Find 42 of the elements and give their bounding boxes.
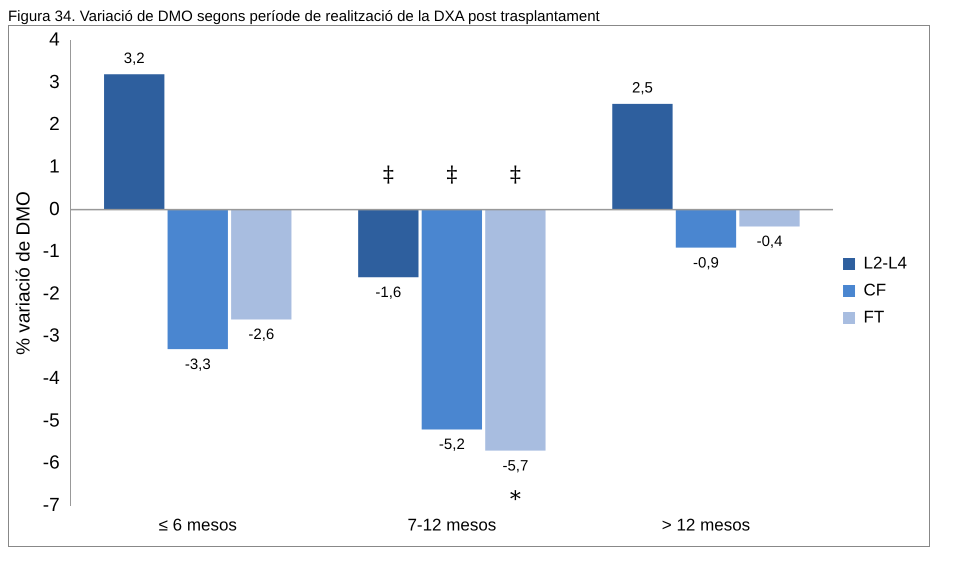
bar: [231, 210, 292, 320]
data-label: 3,2: [124, 50, 145, 67]
data-label: -2,6: [248, 326, 274, 344]
annotation: ‡: [446, 162, 458, 188]
data-label: -3,3: [184, 356, 211, 373]
bar: [422, 210, 482, 430]
y-tick-label: -5: [42, 410, 60, 432]
legend-label: FT: [864, 308, 884, 327]
bar: [104, 74, 164, 210]
bar: [612, 104, 673, 210]
data-label: -5,2: [438, 436, 465, 454]
y-tick-label: -2: [42, 283, 60, 304]
y-tick-label: 2: [49, 114, 60, 136]
y-tick-label: -1: [42, 241, 60, 262]
data-label: -0,9: [693, 254, 719, 272]
bar: [168, 210, 228, 350]
data-label: -1,6: [375, 284, 402, 301]
annotation: ‡: [510, 162, 521, 188]
bar: [485, 210, 546, 451]
y-tick-label: -4: [42, 368, 60, 389]
data-label: -5,7: [502, 457, 528, 474]
y-axis-title: % variació de DMO: [14, 191, 35, 355]
chart-title: Figura 34. Variació de DMO segons període de realització de la DXA post trasplantament: [8, 8, 601, 25]
data-label: 2,5: [632, 79, 653, 96]
x-tick-label: ≤ 6 mesos: [158, 515, 237, 534]
y-tick-label: -6: [42, 452, 60, 474]
data-label: -0,4: [756, 233, 782, 250]
y-tick-label: 1: [49, 156, 60, 178]
x-tick-label: > 12 mesos: [662, 515, 750, 534]
x-tick-label: 7-12 mesos: [407, 515, 496, 534]
y-tick-label: 0: [49, 198, 60, 220]
y-tick-label: -3: [42, 326, 60, 347]
legend-label: CF: [864, 280, 886, 300]
bar: [739, 210, 800, 226]
bar: [676, 210, 736, 248]
bar: [358, 210, 419, 278]
legend-label: L2-L4: [864, 254, 908, 273]
annotation: *: [510, 487, 521, 512]
y-tick-label: -7: [42, 494, 60, 516]
annotation: ‡: [382, 162, 394, 188]
y-tick-label: 3: [49, 72, 60, 93]
y-tick-label: 4: [49, 30, 60, 51]
